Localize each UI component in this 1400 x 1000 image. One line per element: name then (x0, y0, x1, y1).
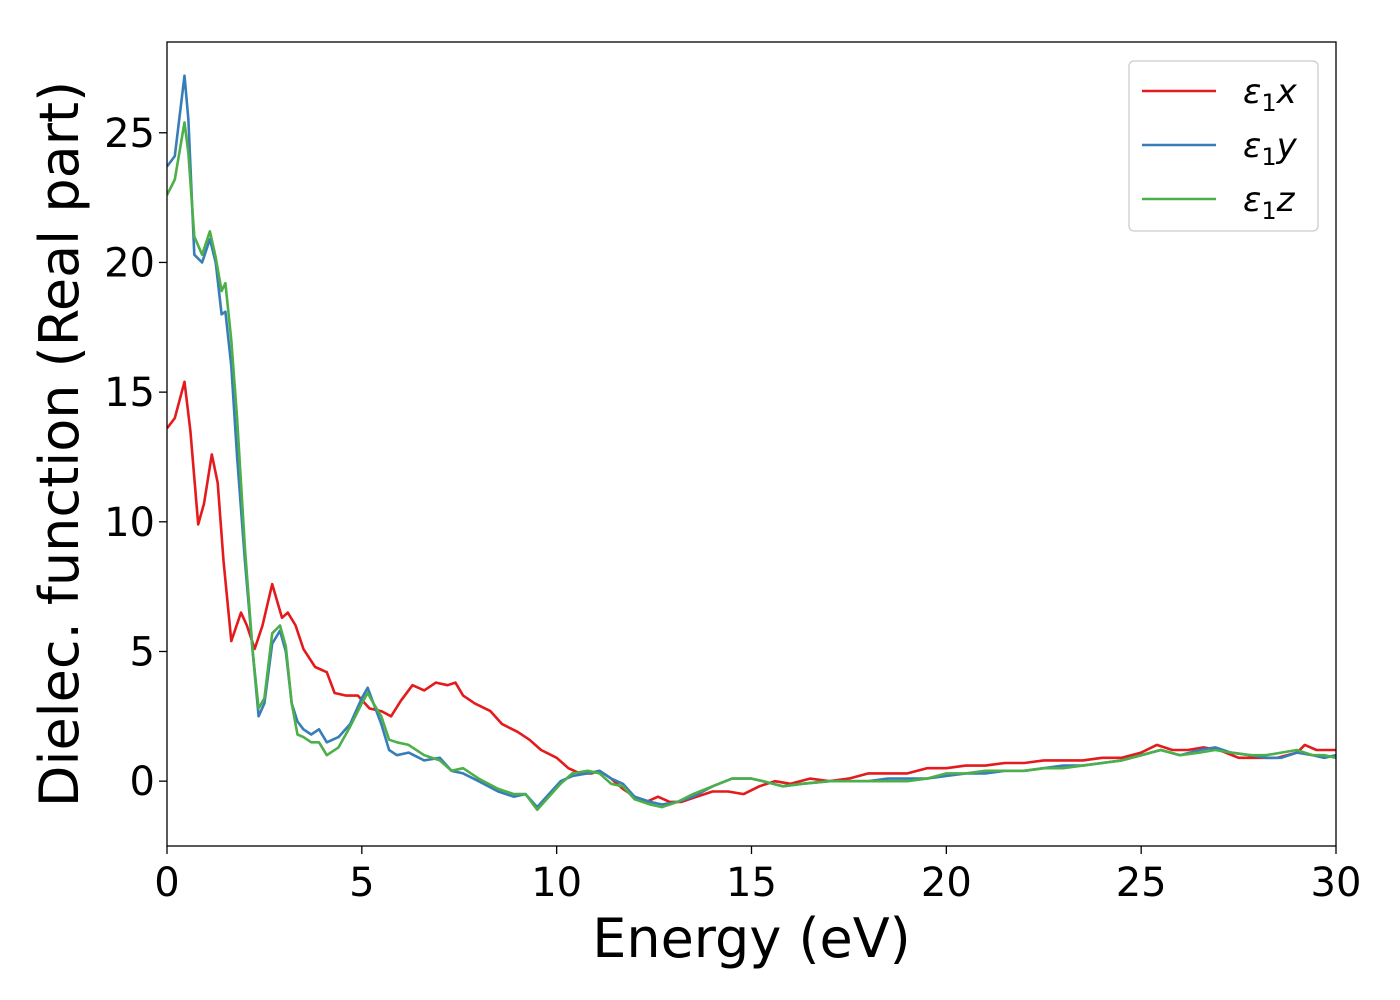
x-tick-label: 0 (154, 860, 179, 906)
legend-box (1128, 60, 1319, 232)
x-tick-label: 5 (349, 860, 374, 906)
legend: ε1x ε1y ε1z (1128, 60, 1319, 232)
y-tick-label: 15 (104, 370, 155, 416)
y-tick-label: 25 (104, 111, 155, 157)
x-axis-title: Energy (eV) (592, 907, 911, 970)
x-tick-label: 20 (921, 860, 972, 906)
y-axis-ticks: 0 5 10 15 20 25 (104, 111, 167, 805)
plot-frame (166, 41, 1337, 847)
x-tick-label: 25 (1116, 860, 1167, 906)
y-tick-label: 10 (104, 500, 155, 546)
legend-label: ε1y (1243, 126, 1298, 171)
y-tick-label: 20 (104, 240, 155, 286)
x-tick-label: 30 (1311, 860, 1362, 906)
series-line-z (167, 121, 1336, 811)
series-layer (167, 74, 1336, 811)
legend-item-y: ε1y (1142, 126, 1298, 171)
legend-item-z: ε1z (1142, 180, 1296, 225)
legend-label: ε1z (1243, 180, 1296, 225)
y-tick-label: 0 (130, 759, 155, 805)
y-axis-title: Dielec. function (Real part) (28, 81, 91, 807)
x-axis-ticks: 0 5 10 15 20 25 30 (154, 846, 1361, 906)
legend-items: ε1x ε1y ε1z (1142, 72, 1298, 225)
x-tick-label: 10 (531, 860, 582, 906)
legend-label: ε1x (1243, 72, 1298, 117)
legend-item-x: ε1x (1142, 72, 1298, 117)
x-tick-label: 15 (726, 860, 777, 906)
y-tick-label: 5 (130, 629, 155, 675)
